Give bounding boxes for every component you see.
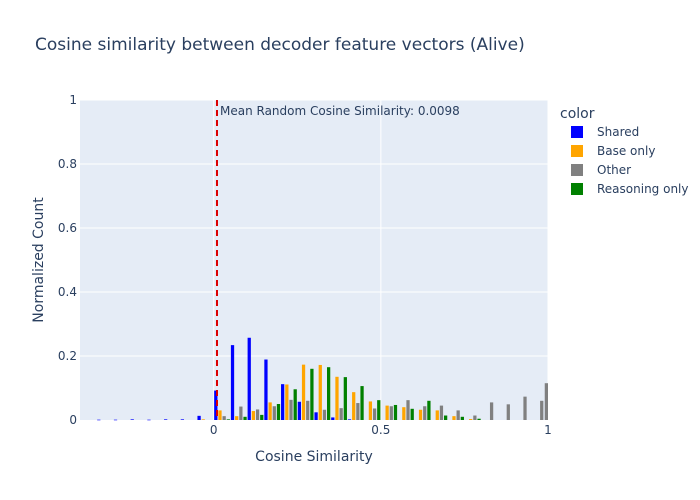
bar-other <box>222 416 226 420</box>
legend-label-shared[interactable]: Shared <box>597 125 639 139</box>
bar-shared <box>214 390 218 420</box>
bar-other <box>306 400 310 420</box>
legend-swatch-shared[interactable] <box>571 126 583 138</box>
bar-other <box>255 409 260 420</box>
annotation-group: Mean Random Cosine Similarity: 0.0098 <box>215 100 460 420</box>
bar-other <box>356 403 360 420</box>
bar-reasoning-only <box>377 400 381 420</box>
bar-other <box>322 409 327 420</box>
legend-swatch-base-only[interactable] <box>571 145 583 157</box>
bar-shared <box>347 419 352 420</box>
bar-base-only <box>402 407 406 420</box>
bar-base-only <box>201 419 205 420</box>
x-tick-label: 0.5 <box>371 423 390 437</box>
bar-shared <box>147 419 151 421</box>
bar-shared <box>97 419 101 421</box>
bar-base-only <box>251 411 256 420</box>
bar-reasoning-only <box>260 414 264 420</box>
bar-base-only <box>335 376 339 420</box>
legend-title: color <box>560 106 595 122</box>
plot-area <box>80 100 548 420</box>
bar-other <box>272 406 276 420</box>
bar-other <box>523 396 527 420</box>
bar-reasoning-only <box>460 416 464 420</box>
bar-base-only <box>318 364 322 420</box>
bar-base-only <box>435 410 439 420</box>
bar-base-only <box>285 384 289 420</box>
x-tick-label: 1 <box>544 423 552 437</box>
bar-base-only <box>418 409 423 420</box>
bar-other <box>389 406 393 420</box>
bar-other <box>423 406 427 420</box>
y-tick-label: 0.2 <box>58 349 77 363</box>
legend-label-reasoning-only[interactable]: Reasoning only <box>597 182 689 196</box>
bar-shared <box>164 419 168 420</box>
bar-reasoning-only <box>310 368 314 420</box>
legend-swatch-reasoning-only[interactable] <box>571 183 583 195</box>
legend-swatch-other[interactable] <box>571 164 583 176</box>
y-tick-label: 0.4 <box>58 285 77 299</box>
bar-reasoning-only <box>360 386 364 420</box>
legend: color Shared Base only Other Reasoning only <box>560 106 689 196</box>
bar-shared <box>113 419 118 421</box>
bar-other <box>406 400 410 420</box>
x-axis-title: Cosine Similarity <box>255 449 373 465</box>
bar-other <box>489 402 494 420</box>
chart-title: Cosine similarity between decoder featur… <box>35 35 525 55</box>
y-tick-label: 0 <box>69 413 77 427</box>
bar-reasoning-only <box>410 408 414 420</box>
y-tick-label: 1 <box>69 93 77 107</box>
bar-other <box>339 408 343 420</box>
y-tick-label: 0.6 <box>58 221 77 235</box>
bar-shared <box>281 384 285 420</box>
bar-other <box>473 415 477 420</box>
bar-base-only <box>385 405 389 420</box>
y-tick-label: 0.8 <box>58 157 77 171</box>
bar-shared <box>264 359 268 420</box>
bar-other <box>544 383 548 420</box>
bar-shared <box>197 415 201 420</box>
bar-shared <box>130 419 134 420</box>
legend-label-other[interactable]: Other <box>597 163 631 177</box>
bar-other <box>456 410 460 420</box>
bar-other <box>239 406 243 420</box>
bar-reasoning-only <box>226 419 230 420</box>
axis-ticks: 0 0.2 0.4 0.6 0.8 1 0 0.5 1 <box>58 93 552 437</box>
legend-label-base-only[interactable]: Base only <box>597 144 655 158</box>
bar-reasoning-only <box>444 415 448 420</box>
gridlines <box>80 99 549 420</box>
bar-shared <box>247 337 251 420</box>
bar-base-only <box>301 364 306 420</box>
bar-base-only <box>235 416 239 420</box>
bar-reasoning-only <box>477 418 481 420</box>
bar-other <box>506 404 510 420</box>
bar-reasoning-only <box>393 404 398 420</box>
bar-base-only <box>268 402 272 420</box>
bar-reasoning-only <box>276 404 281 420</box>
bar-base-only <box>352 392 356 420</box>
bar-other <box>540 400 544 420</box>
bar-reasoning-only <box>327 367 331 420</box>
bar-reasoning-only <box>293 389 297 420</box>
bar-other <box>289 399 293 420</box>
bar-shared <box>297 401 302 420</box>
bar-shared <box>331 417 335 420</box>
mean-random-annotation: Mean Random Cosine Similarity: 0.0098 <box>220 104 460 118</box>
bar-reasoning-only <box>427 400 431 420</box>
x-tick-label: 0 <box>210 423 218 437</box>
bar-shared <box>314 412 318 420</box>
bar-base-only <box>218 410 222 420</box>
bar-shared <box>230 345 235 420</box>
bar-base-only <box>469 419 473 420</box>
bars-group <box>97 337 548 421</box>
bar-shared <box>180 419 185 420</box>
bar-other <box>372 408 377 420</box>
bar-reasoning-only <box>343 377 347 420</box>
y-axis-title: Normalized Count <box>31 197 47 323</box>
bar-base-only <box>452 416 456 420</box>
bar-base-only <box>368 401 373 420</box>
bar-reasoning-only <box>243 416 247 420</box>
bar-other <box>439 405 444 420</box>
